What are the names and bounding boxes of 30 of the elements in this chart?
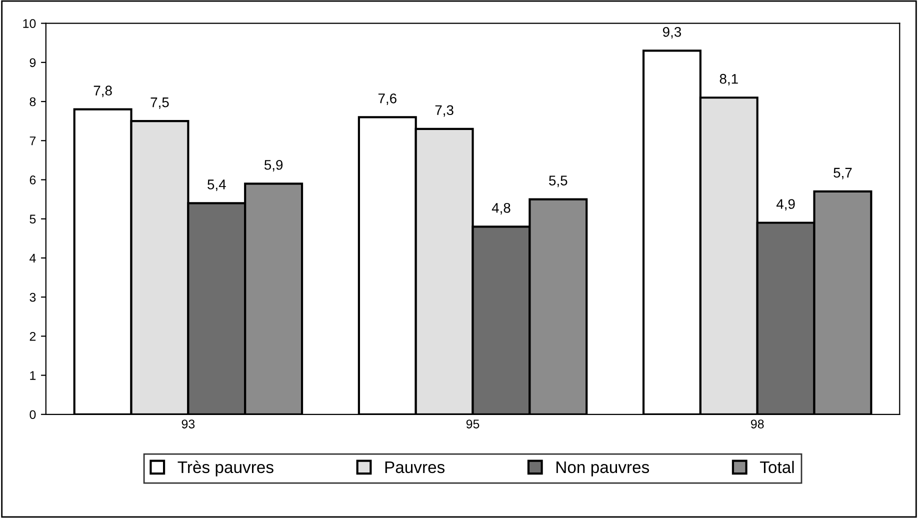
legend-label: Non pauvres [556,461,650,476]
data-label: 7,3 [435,105,454,117]
y-tick-label: 3 [30,292,36,302]
y-tick-label: 7 [30,136,36,146]
y-tick-label: 0 [30,410,36,420]
data-label: 7,6 [378,93,396,105]
data-label: 5,4 [208,180,226,191]
legend-label: Pauvres [385,461,445,474]
y-tick-label: 5 [30,214,36,224]
y-tick-label: 9 [30,58,36,68]
y-tick-label: 8 [30,97,36,106]
data-label: 4,9 [776,199,795,211]
data-label: 8,1 [720,74,738,86]
y-tick-label: 6 [30,176,36,184]
x-tick-label: 95 [466,420,480,428]
data-label: 5,7 [834,168,852,180]
y-tick-label: 4 [30,254,36,262]
x-tick-label: 98 [750,420,764,428]
data-label: 5,5 [549,176,568,188]
legend-label: Total [760,460,794,474]
data-label: 7,5 [150,98,169,109]
legend-label: Très pauvres [178,460,274,476]
y-tick-label: 2 [30,332,36,341]
data-label: 5,9 [264,160,283,172]
x-tick-label: 93 [182,420,195,428]
y-tick-label: 1 [30,371,36,380]
y-tick-label: 10 [23,19,36,28]
data-label: 7,8 [94,86,112,98]
data-label: 4,8 [492,202,510,214]
data-label: 9,3 [662,26,682,38]
